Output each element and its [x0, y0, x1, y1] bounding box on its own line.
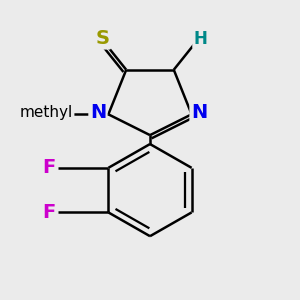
Text: N: N	[90, 103, 106, 122]
Text: H: H	[194, 29, 208, 47]
Text: methyl: methyl	[20, 105, 73, 120]
Text: F: F	[42, 203, 56, 222]
Text: F: F	[42, 158, 56, 177]
Text: N: N	[191, 103, 207, 122]
Text: S: S	[95, 29, 110, 48]
